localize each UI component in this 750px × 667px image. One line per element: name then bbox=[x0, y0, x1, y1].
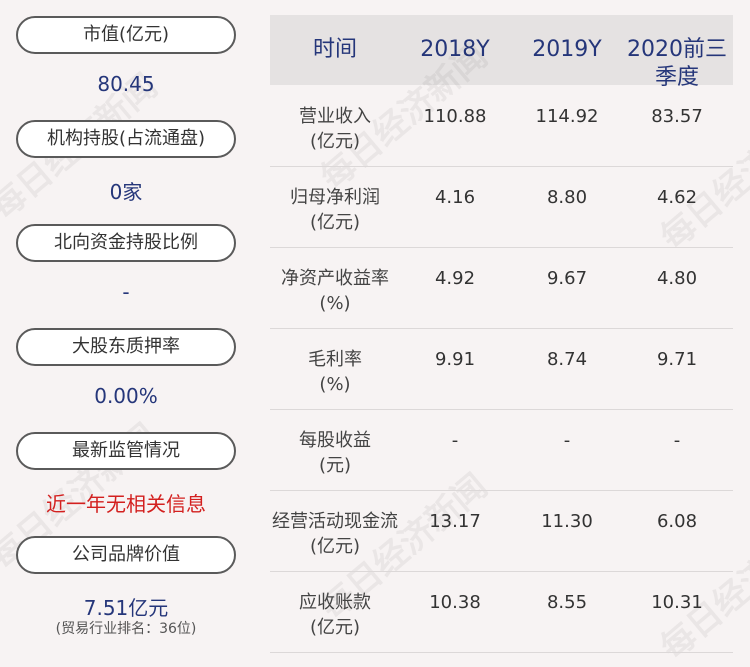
row-unit: (亿元) bbox=[309, 212, 361, 233]
row-divider bbox=[270, 490, 733, 491]
table-value: - bbox=[563, 430, 571, 451]
table-value: 83.57 bbox=[651, 106, 703, 127]
item-note: (贸易行业排名：36位) bbox=[55, 621, 197, 637]
table-value: 8.55 bbox=[546, 592, 588, 613]
table-value: - bbox=[451, 430, 459, 451]
row-divider bbox=[270, 571, 733, 572]
item-value: 0.00% bbox=[94, 384, 158, 408]
row-unit: (亿元) bbox=[309, 617, 361, 638]
row-label: 净资产收益率 bbox=[281, 268, 389, 289]
table-value: 9.91 bbox=[434, 349, 476, 370]
row-divider bbox=[270, 652, 733, 653]
label-pill: 市值(亿元) bbox=[16, 16, 236, 54]
table-value: 11.30 bbox=[541, 511, 593, 532]
table-value: 9.71 bbox=[656, 349, 698, 370]
row-label: 应收账款 bbox=[299, 592, 371, 613]
row-unit: (%) bbox=[319, 374, 351, 395]
label-pill: 最新监管情况 bbox=[16, 432, 236, 470]
header-cell: 2018Y bbox=[420, 37, 490, 62]
table-header: 时间 2018Y 2019Y 2020前三季度 bbox=[270, 15, 733, 90]
row-divider bbox=[270, 409, 733, 410]
table-value: 4.62 bbox=[656, 187, 698, 208]
table-value: 9.67 bbox=[546, 268, 588, 289]
table-value: 10.31 bbox=[651, 592, 703, 613]
row-unit: (元) bbox=[318, 455, 352, 476]
table-value: 8.80 bbox=[546, 187, 588, 208]
item-value: - bbox=[122, 280, 130, 304]
table-value: 6.08 bbox=[656, 511, 698, 532]
row-divider bbox=[270, 328, 733, 329]
item-value: 80.45 bbox=[97, 72, 155, 96]
row-unit: (%) bbox=[319, 293, 351, 314]
row-unit: (亿元) bbox=[309, 131, 361, 152]
label-pill: 公司品牌价值 bbox=[16, 536, 236, 574]
row-divider bbox=[270, 247, 733, 248]
table-value: 13.17 bbox=[429, 511, 481, 532]
table-value: 4.16 bbox=[434, 187, 476, 208]
table-value: 8.74 bbox=[546, 349, 588, 370]
row-unit: (亿元) bbox=[309, 536, 361, 557]
table-value: 110.88 bbox=[423, 106, 487, 127]
table-value: 10.38 bbox=[429, 592, 481, 613]
label-pill: 大股东质押率 bbox=[16, 328, 236, 366]
row-label: 营业收入 bbox=[299, 106, 371, 127]
item-value: 7.51亿元 bbox=[83, 596, 169, 620]
row-label: 经营活动现金流 bbox=[272, 511, 398, 532]
row-label: 毛利率 bbox=[308, 349, 362, 370]
header-cell: 2020前三季度 bbox=[627, 37, 727, 90]
table-value: 4.92 bbox=[434, 268, 476, 289]
table-value: 4.80 bbox=[656, 268, 698, 289]
label-pill: 北向资金持股比例 bbox=[16, 224, 236, 262]
row-divider bbox=[270, 166, 733, 167]
table-value: - bbox=[673, 430, 681, 451]
header-cell: 2019Y bbox=[532, 37, 602, 62]
row-label: 每股收益 bbox=[299, 430, 371, 451]
table-value: 114.92 bbox=[535, 106, 599, 127]
row-label: 归母净利润 bbox=[290, 187, 380, 208]
label-pill: 机构持股(占流通盘) bbox=[16, 120, 236, 158]
item-value: 0家 bbox=[109, 180, 143, 204]
item-value: 近一年无相关信息 bbox=[46, 492, 206, 516]
header-cell: 时间 bbox=[312, 37, 357, 62]
